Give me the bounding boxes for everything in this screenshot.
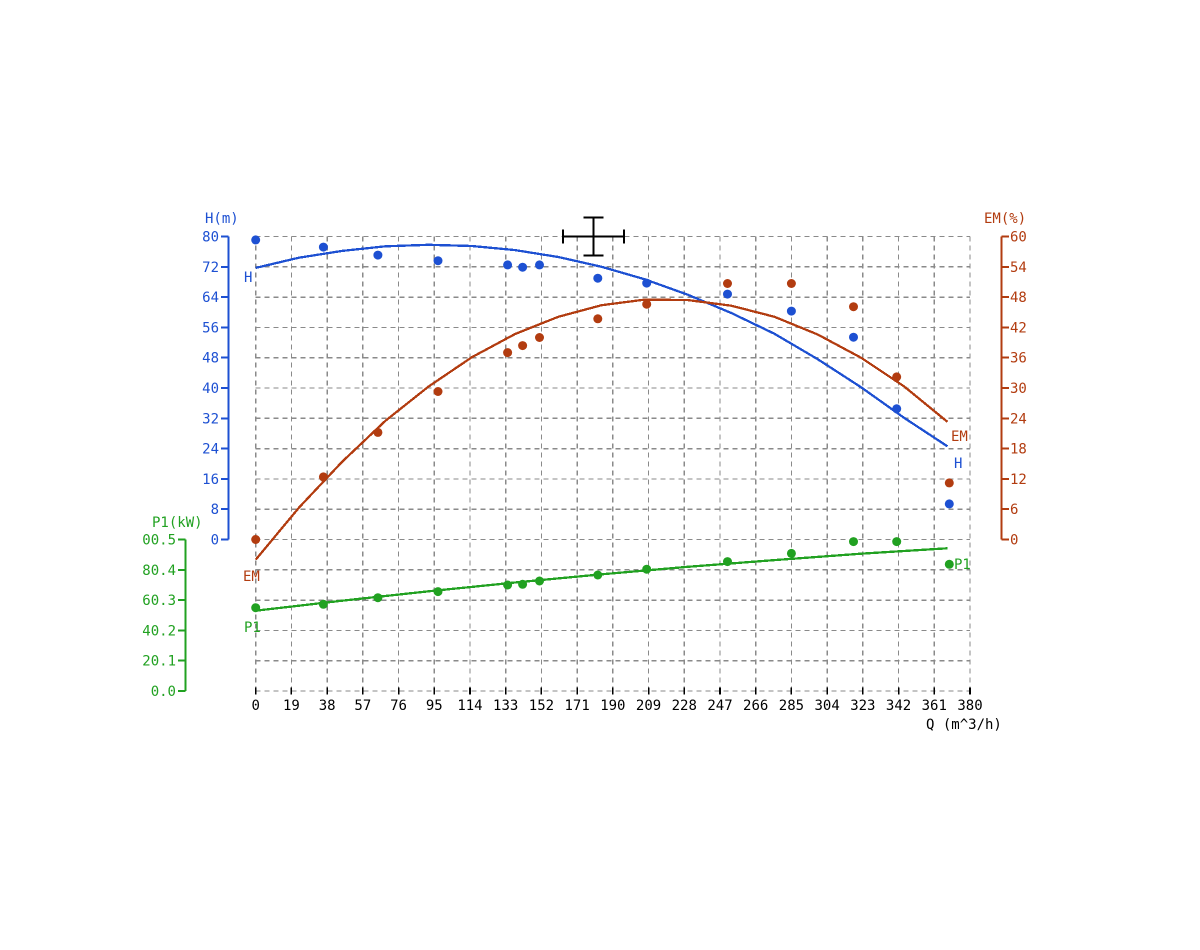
svg-text:36: 36 — [1010, 351, 1027, 367]
svg-text:342: 342 — [886, 698, 911, 714]
svg-text:228: 228 — [672, 698, 697, 714]
svg-text:152: 152 — [529, 698, 554, 714]
svg-text:209: 209 — [636, 698, 661, 714]
h-data-points — [251, 235, 954, 509]
svg-text:247: 247 — [707, 698, 732, 714]
svg-text:323: 323 — [850, 698, 875, 714]
p1-curve — [255, 547, 948, 612]
svg-text:80.4: 80.4 — [142, 563, 176, 579]
svg-text:0: 0 — [211, 533, 219, 549]
chart-grid — [255, 235, 971, 692]
svg-text:171: 171 — [564, 698, 589, 714]
svg-text:24: 24 — [1010, 411, 1027, 427]
svg-text:95: 95 — [426, 698, 443, 714]
h-axis-title: H(m) — [205, 211, 239, 227]
svg-text:42: 42 — [1010, 320, 1027, 336]
svg-text:16: 16 — [202, 472, 219, 488]
svg-text:18: 18 — [1010, 442, 1027, 458]
em-axis-title: EM(%) — [984, 211, 1027, 227]
em-data-points — [251, 279, 954, 544]
svg-text:114: 114 — [457, 698, 482, 714]
svg-text:32: 32 — [202, 411, 219, 427]
svg-text:0: 0 — [1010, 533, 1018, 549]
crosshair-marker — [561, 216, 626, 257]
svg-text:380: 380 — [957, 698, 982, 714]
svg-text:361: 361 — [922, 698, 947, 714]
svg-text:40: 40 — [202, 381, 219, 397]
svg-text:304: 304 — [814, 698, 839, 714]
x-axis: 0 19 38 57 76 95 114 133 152 171 190 209 228 247 266 28… — [251, 687, 983, 714]
svg-text:20.1: 20.1 — [142, 654, 176, 670]
svg-text:48: 48 — [202, 351, 219, 367]
svg-text:30: 30 — [1010, 381, 1027, 397]
svg-text:8: 8 — [211, 502, 219, 518]
svg-text:40.2: 40.2 — [142, 623, 176, 639]
svg-text:80: 80 — [202, 230, 219, 246]
em-curve-start-label: EM — [243, 569, 260, 585]
svg-text:48: 48 — [1010, 290, 1027, 306]
svg-text:0: 0 — [251, 698, 259, 714]
svg-text:64: 64 — [202, 290, 219, 306]
svg-text:12: 12 — [1010, 472, 1027, 488]
svg-text:38: 38 — [319, 698, 336, 714]
svg-text:00.5: 00.5 — [142, 533, 176, 549]
p1-axis: 00.5 80.4 60.3 40.2 20.1 0.0 — [142, 533, 187, 700]
em-curve-end-label: EM — [951, 429, 968, 445]
svg-text:60.3: 60.3 — [142, 593, 176, 609]
svg-text:0.0: 0.0 — [151, 684, 176, 700]
p1-axis-title: P1(kW) — [152, 515, 203, 531]
svg-text:56: 56 — [202, 320, 219, 336]
svg-text:285: 285 — [779, 698, 804, 714]
h-curve-end-label: H — [954, 456, 963, 472]
svg-text:6: 6 — [1010, 502, 1018, 518]
em-curve — [254, 298, 949, 561]
svg-text:76: 76 — [390, 698, 407, 714]
p1-curve-start-label: P1 — [244, 620, 261, 636]
p1-curve-end-label: P1 — [954, 557, 971, 573]
svg-text:57: 57 — [354, 698, 371, 714]
svg-text:19: 19 — [283, 698, 300, 714]
svg-text:54: 54 — [1010, 260, 1027, 276]
svg-text:190: 190 — [600, 698, 625, 714]
svg-text:72: 72 — [202, 260, 219, 276]
svg-text:266: 266 — [743, 698, 768, 714]
h-curve — [255, 243, 949, 448]
svg-text:24: 24 — [202, 442, 219, 458]
p1-data-points — [251, 537, 954, 613]
svg-text:60: 60 — [1010, 230, 1027, 246]
svg-text:133: 133 — [493, 698, 518, 714]
q-axis-title: Q (m^3/h) — [926, 717, 1002, 733]
h-curve-start-label: H — [244, 270, 253, 286]
